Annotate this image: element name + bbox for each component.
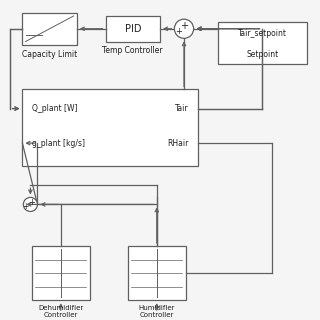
Text: Controller: Controller (44, 312, 78, 318)
Bar (32, 246, 90, 300)
Text: RHair: RHair (167, 139, 189, 148)
Text: g_plant [kg/s]: g_plant [kg/s] (32, 139, 85, 148)
Text: +: + (22, 202, 29, 211)
Text: Capacity Limit: Capacity Limit (22, 50, 77, 59)
Text: Dehumidifier: Dehumidifier (38, 305, 84, 311)
Text: Controller: Controller (140, 312, 174, 318)
Text: Temp Controller: Temp Controller (102, 46, 163, 55)
Text: +: + (28, 198, 36, 207)
Text: Setpoint: Setpoint (246, 50, 278, 59)
Text: Humidifier: Humidifier (139, 305, 175, 311)
Text: +: + (175, 28, 182, 36)
Bar (128, 246, 186, 300)
Text: Q_plant [W]: Q_plant [W] (32, 104, 77, 113)
Text: Tair_setpoint: Tair_setpoint (238, 29, 287, 38)
Circle shape (174, 19, 194, 38)
Bar (106, 16, 160, 42)
Text: +: + (180, 20, 188, 30)
Text: Tair: Tair (175, 104, 189, 113)
Bar (22, 13, 77, 45)
Circle shape (23, 197, 37, 212)
Text: PID: PID (124, 24, 141, 34)
Bar (22, 89, 198, 166)
Bar (218, 22, 307, 64)
